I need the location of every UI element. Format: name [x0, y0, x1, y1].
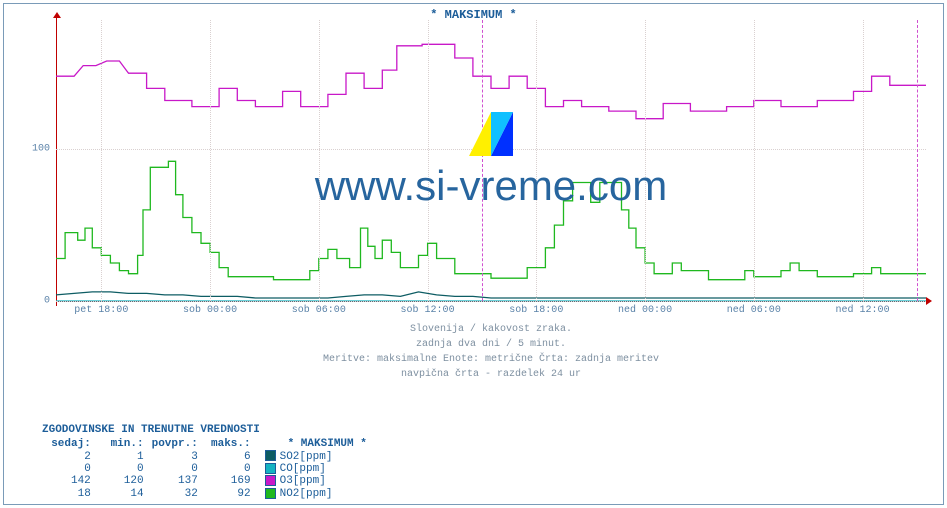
chart-caption: Slovenija / kakovost zraka.zadnja dva dn…: [56, 322, 926, 382]
xtick-label: ned 00:00: [618, 305, 672, 316]
legend-swatch: [265, 463, 276, 474]
stats-cell: 92: [202, 488, 255, 500]
stats-cell: 14: [95, 488, 148, 500]
xtick-label: sob 12:00: [401, 305, 455, 316]
stats-cell: 18: [42, 488, 95, 500]
legend-swatch: [265, 450, 276, 461]
caption-line: zadnja dva dni / 5 minut.: [56, 337, 926, 352]
table-row: 2136 SO2[ppm]: [42, 450, 371, 462]
xtick-label: sob 18:00: [509, 305, 563, 316]
caption-line: navpična črta - razdelek 24 ur: [56, 367, 926, 382]
ytick-label: 100: [32, 144, 50, 155]
xtick-label: pet 18:00: [74, 305, 128, 316]
stats-col-header: maks.:: [202, 438, 255, 450]
day-divider: [482, 20, 483, 301]
gridline-v: [536, 20, 537, 301]
legend-label: CO[ppm]: [278, 463, 371, 475]
xtick-label: sob 06:00: [292, 305, 346, 316]
y-axis-arrow: [53, 12, 61, 18]
table-row: 0000CO[ppm]: [42, 463, 371, 475]
stats-col-header: povpr.:: [148, 438, 202, 450]
stats-cell: 1: [95, 450, 148, 462]
stats-table: ZGODOVINSKE IN TRENUTNE VREDNOSTI sedaj:…: [42, 424, 371, 500]
xtick-label: ned 06:00: [727, 305, 781, 316]
stats-cell: 0: [202, 463, 255, 475]
ytick-label: 0: [44, 296, 50, 307]
stats-cell: 0: [148, 463, 202, 475]
gridline-h: [56, 149, 926, 150]
chart-plot-area: 0100pet 18:00sob 00:00sob 06:00sob 12:00…: [56, 20, 926, 302]
caption-line: Meritve: maksimalne Enote: metrične Črta…: [56, 352, 926, 367]
legend-label: NO2[ppm]: [278, 488, 371, 500]
x-axis-arrow: [926, 297, 932, 305]
legend-label: SO2[ppm]: [278, 450, 371, 462]
legend-swatch: [265, 488, 276, 499]
chart-lines: [56, 20, 926, 301]
xtick-label: sob 00:00: [183, 305, 237, 316]
stats-cell: 32: [148, 488, 202, 500]
stats-grid: sedaj:min.:povpr.:maks.:* MAKSIMUM *2136…: [42, 438, 371, 500]
stats-heading: ZGODOVINSKE IN TRENUTNE VREDNOSTI: [42, 424, 371, 436]
series-NO2[ppm]: [56, 161, 926, 279]
stats-cell: 169: [202, 475, 255, 487]
stats-cell: 142: [42, 475, 95, 487]
gridline-v: [863, 20, 864, 301]
gridline-v: [428, 20, 429, 301]
day-divider: [917, 20, 918, 301]
stats-cell: 0: [95, 463, 148, 475]
gridline-v: [101, 20, 102, 301]
stats-cell: 0: [42, 463, 95, 475]
stats-cell: 2: [42, 450, 95, 462]
stats-cell: 3: [148, 450, 202, 462]
gridline-v: [319, 20, 320, 301]
caption-line: Slovenija / kakovost zraka.: [56, 322, 926, 337]
stats-cell: 6: [202, 450, 255, 462]
table-row: 18143292 NO2[ppm]: [42, 488, 371, 500]
series-O3[ppm]: [56, 44, 926, 118]
gridline-h: [56, 301, 926, 302]
gridline-v: [754, 20, 755, 301]
legend-swatch: [265, 475, 276, 486]
gridline-v: [210, 20, 211, 301]
series-SO2[ppm]: [56, 292, 926, 298]
stats-cell: 137: [148, 475, 202, 487]
gridline-v: [645, 20, 646, 301]
stats-col-header: min.:: [95, 438, 148, 450]
xtick-label: ned 12:00: [836, 305, 890, 316]
stats-col-header: sedaj:: [42, 438, 95, 450]
legend-label: O3[ppm]: [278, 475, 371, 487]
stats-series-header: * MAKSIMUM *: [278, 438, 371, 450]
stats-cell: 120: [95, 475, 148, 487]
table-row: 142120137169 O3[ppm]: [42, 475, 371, 487]
